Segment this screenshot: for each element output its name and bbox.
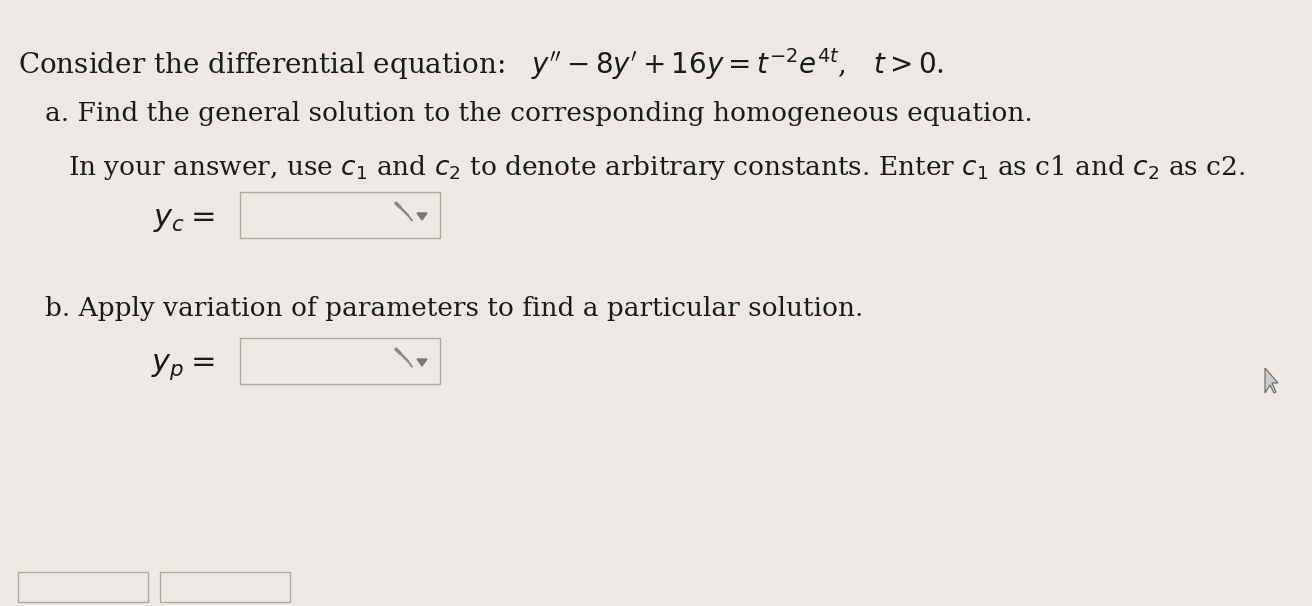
Text: Consider the differential equation:   $y'' - 8y' + 16y = t^{-2}e^{4t}$,   $t > 0: Consider the differential equation: $y''… [18,46,945,82]
FancyBboxPatch shape [240,192,440,238]
Text: In your answer, use $c_1$ and $c_2$ to denote arbitrary constants. Enter $c_1$ a: In your answer, use $c_1$ and $c_2$ to d… [68,153,1245,182]
Polygon shape [1265,368,1278,393]
Text: $y_c =$: $y_c =$ [154,204,215,235]
FancyBboxPatch shape [240,338,440,384]
FancyBboxPatch shape [18,572,148,602]
Polygon shape [417,213,426,220]
Text: $y_p =$: $y_p =$ [151,350,215,382]
FancyBboxPatch shape [160,572,290,602]
Text: a. Find the general solution to the corresponding homogeneous equation.: a. Find the general solution to the corr… [45,101,1033,126]
Text: b. Apply variation of parameters to find a particular solution.: b. Apply variation of parameters to find… [45,296,863,321]
Polygon shape [417,359,426,366]
